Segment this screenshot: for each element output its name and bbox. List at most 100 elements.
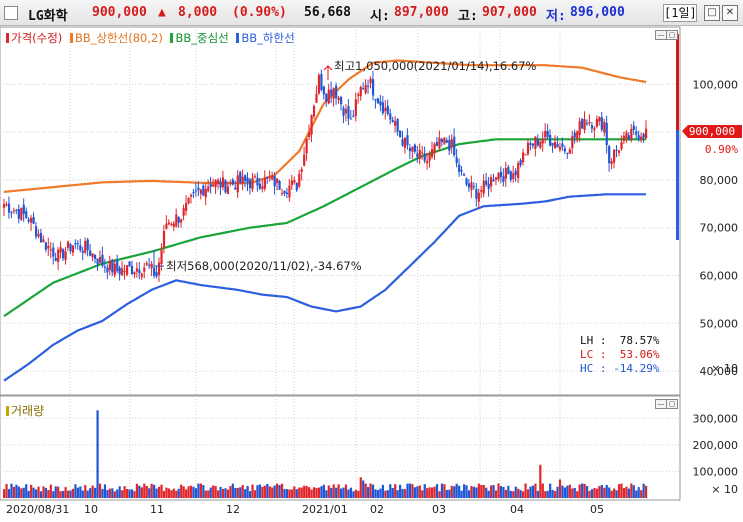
volume-bar [271,487,274,498]
maximize-button[interactable]: □ [704,5,720,21]
candle-body [455,157,458,164]
candle-body [30,217,33,223]
candle-body [177,217,180,223]
candle-body [10,211,13,213]
low-annotation-text: 최저568,000(2020/11/02),-34.67% [166,259,362,273]
candle-body [497,172,500,180]
volume-bar [27,490,30,498]
volume-bar [349,487,353,498]
volume-bar [482,484,485,498]
candle-body [536,139,539,146]
volume-bar [280,483,284,498]
volume-bar [522,491,525,498]
candle-body [571,136,574,149]
price-tick-label: 80,000 [700,174,739,187]
candle-body [608,146,611,164]
candle-body [517,163,520,179]
volume-bar [207,490,210,498]
volume-bar [389,484,392,498]
volume-bar [209,487,212,498]
volume-bar [244,489,247,498]
candle-body [399,130,402,138]
volume-bar [610,490,613,498]
candle-body [600,117,603,130]
candle-body [229,182,232,184]
volume-bar [37,486,40,498]
volume-bar [335,487,338,498]
legend-lower-band[interactable]: BB_하한선 [236,31,295,45]
candle-body [192,192,195,194]
candle-body [17,209,20,219]
candle-body [556,144,559,148]
candle-body [590,125,594,129]
volume-bar [125,489,129,498]
volume-bar [133,491,136,498]
candle-body [160,250,163,265]
candle-body [162,230,166,249]
candle-body [91,253,94,258]
volume-bar [118,486,121,498]
candle-body [357,94,360,96]
chart-menu-icon[interactable] [4,6,18,20]
volume-bar [199,483,202,498]
price-pane-close-button[interactable]: ▢ [666,30,678,40]
volume-bar [47,490,50,498]
volume-bar [371,484,375,498]
volume-legend[interactable]: 거래량 [6,402,44,419]
volume-bar [362,480,365,498]
candle-body [403,137,407,148]
volume-bar [344,484,348,498]
volume-bar [600,484,603,498]
price-change-pct: (0.90%) [232,5,287,20]
close-button[interactable]: ✕ [722,5,738,21]
legend-price[interactable]: 가격(수정) [6,31,62,45]
volume-bar [276,483,279,498]
volume-bar [278,485,281,498]
volume-bar [472,486,476,498]
volume-bar [101,488,104,498]
candle-body [268,177,271,179]
volume-bar [69,490,72,498]
volume-bar [172,488,175,498]
candle-body [182,208,185,216]
volume-bar [470,486,473,498]
volume-bar [5,484,8,498]
candle-body [526,142,530,155]
candle-body [391,119,394,122]
volume-bar [167,488,171,498]
volume-bar [268,486,271,498]
volume-bar [637,487,640,498]
volume-bar [34,489,38,498]
volume-tick-label: 100,000 [693,465,739,478]
candle-body [202,185,205,196]
candle-body [499,171,503,177]
volume-bar [258,484,262,498]
volume-bar [455,483,458,498]
legend-upper-band[interactable]: BB_상한선(80,2) [69,31,163,45]
volume-value: 56,668 [304,5,351,20]
candle-body [448,139,451,151]
candle-body [438,137,441,149]
period-selector[interactable]: [1일] [663,4,697,22]
candle-body [339,97,343,105]
volume-bar [241,485,244,498]
candle-body [504,168,507,179]
current-price-tag: 900,000 0.90% [682,125,742,156]
candle-body [330,89,333,96]
candle-body [290,180,293,186]
candle-body [519,160,522,165]
volume-pane-close-button[interactable]: ▢ [666,399,678,409]
candle-body [421,152,424,154]
legend-middle-band[interactable]: BB_중심선 [170,31,229,45]
volume-bar [322,484,325,498]
candle-body [583,119,586,130]
volume-bar [197,483,200,498]
volume-bar [79,486,82,498]
volume-bar [445,489,448,498]
current-price-label: 900,000 [689,125,735,138]
candle-body [273,176,276,187]
volume-bar [256,485,259,498]
volume-bar [411,484,414,498]
candle-body [625,132,628,139]
volume-bar [494,490,498,498]
